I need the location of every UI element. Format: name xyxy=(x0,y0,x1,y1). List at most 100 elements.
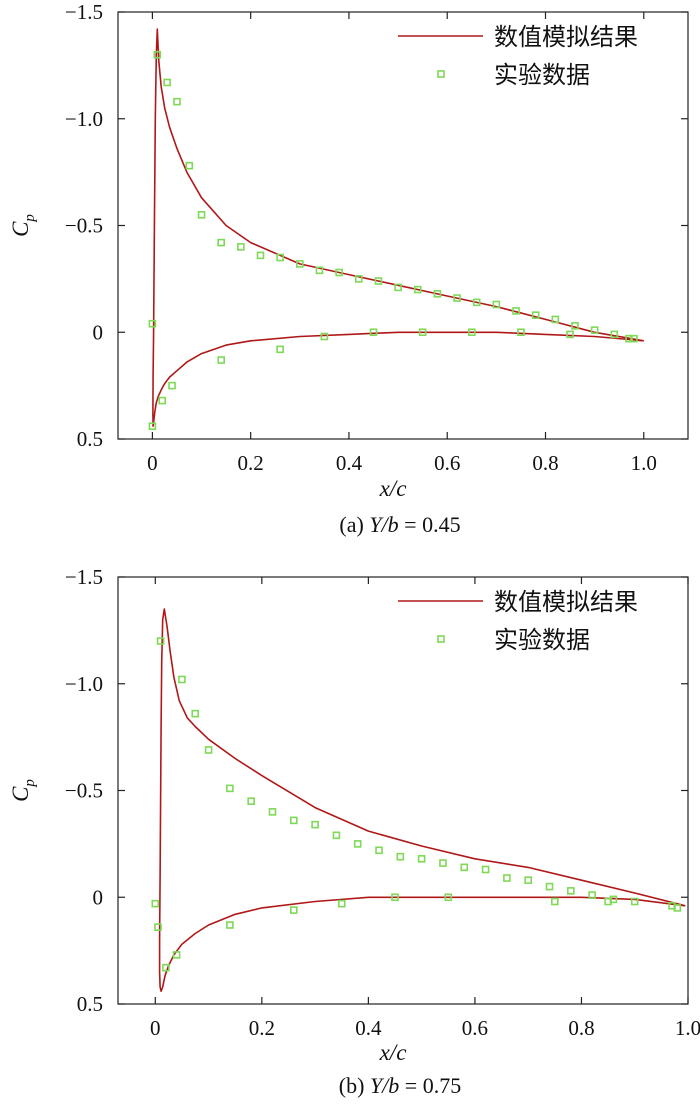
y-tick-label: −0.5 xyxy=(65,214,103,238)
caption-variable: Y/b xyxy=(370,1073,399,1098)
data-point-experiment xyxy=(289,906,298,914)
data-point-experiment xyxy=(315,266,324,275)
data-point-experiment xyxy=(247,797,255,805)
x-axis-label: x/c xyxy=(379,1040,407,1065)
data-point-experiment xyxy=(444,893,453,902)
data-point-experiment xyxy=(610,330,619,339)
data-point-experiment xyxy=(311,820,319,829)
data-point-experiment xyxy=(163,78,171,87)
data-point-experiment xyxy=(197,211,206,219)
y-tick-label: −0.5 xyxy=(65,779,103,803)
data-point-experiment xyxy=(374,277,383,285)
data-point-experiment xyxy=(503,874,511,882)
data-point-experiment xyxy=(588,891,596,899)
data-point-experiment xyxy=(148,422,157,430)
legend-label-simulation: 数值模拟结果 xyxy=(494,588,638,616)
data-point-experiment xyxy=(296,260,304,268)
data-point-experiment xyxy=(289,816,298,825)
y-tick-label: 0.5 xyxy=(77,427,103,451)
data-point-experiment xyxy=(417,855,426,863)
data-point-experiment xyxy=(492,300,501,309)
data-point-experiment xyxy=(168,381,176,390)
x-tick-label: 0 xyxy=(150,1016,161,1040)
data-point-experiment xyxy=(226,784,234,793)
x-tick-label: 0.4 xyxy=(336,451,363,475)
chart-panel-2: 0 0.2 0.4 0.6 0.8 1.0 −1.5 −1.0 −0.5 0 0.5 x/c Cp (b)… xyxy=(8,565,700,1098)
x-tick-label: 1.0 xyxy=(631,451,657,475)
data-point-experiment xyxy=(439,859,447,867)
data-point-experiment xyxy=(531,311,540,319)
y-tick-label: −1.0 xyxy=(65,672,103,696)
data-point-experiment xyxy=(472,298,481,307)
data-point-experiment xyxy=(153,50,162,59)
data-point-experiment xyxy=(204,746,213,754)
data-point-experiment xyxy=(185,161,194,170)
x-tick-label: 0.6 xyxy=(434,451,460,475)
y-tick-label: 0 xyxy=(93,885,104,909)
subplot-label: (a) xyxy=(339,512,369,537)
subplot-caption: (b) Y/b = 0.75 xyxy=(339,1073,461,1098)
data-point-experiment xyxy=(453,294,461,302)
legend-label-simulation: 数值模拟结果 xyxy=(494,23,638,51)
caption-value: = 0.45 xyxy=(399,512,461,537)
data-point-experiment xyxy=(191,709,200,718)
data-point-experiment xyxy=(369,328,378,337)
data-point-experiment xyxy=(375,846,383,855)
x-tick-label: 0.8 xyxy=(568,1016,594,1040)
data-point-experiment xyxy=(604,897,612,906)
data-point-experiment xyxy=(162,963,170,972)
data-point-experiment xyxy=(590,326,599,334)
data-point-experiment xyxy=(178,675,186,684)
x-tick-label: 0.2 xyxy=(249,1016,275,1040)
legend-label-experiment: 实验数据 xyxy=(494,626,590,654)
caption-value: = 0.75 xyxy=(399,1073,461,1098)
data-point-experiment xyxy=(524,876,532,884)
x-tick-label: 0 xyxy=(147,451,158,475)
data-point-experiment xyxy=(158,396,167,405)
data-point-experiment xyxy=(396,852,405,861)
caption-variable: Y/b xyxy=(369,512,398,537)
x-tick-label: 0.2 xyxy=(238,451,264,475)
subplot-label: (b) xyxy=(339,1073,370,1098)
legend-marker-swatch xyxy=(437,70,445,78)
data-point-experiment xyxy=(512,307,520,315)
x-tick-label: 0.6 xyxy=(462,1016,488,1040)
data-point-experiment xyxy=(630,334,638,343)
data-point-experiment xyxy=(156,637,165,645)
data-point-experiment xyxy=(173,97,181,106)
y-axis-label-subscript: p xyxy=(22,779,38,788)
data-point-experiment xyxy=(551,897,559,906)
data-point-experiment xyxy=(320,332,329,341)
y-axis-label-subscript: p xyxy=(22,214,38,223)
data-point-experiment xyxy=(154,923,162,931)
data-point-experiment xyxy=(335,268,343,277)
data-point-experiment xyxy=(332,831,341,840)
data-point-experiment xyxy=(337,899,346,908)
x-tick-label: 0.4 xyxy=(355,1016,382,1040)
data-point-experiment xyxy=(217,238,225,247)
data-point-experiment xyxy=(276,253,284,262)
data-point-experiment xyxy=(625,334,633,343)
series-line-simulation xyxy=(158,608,686,993)
data-point-experiment xyxy=(566,330,574,339)
data-point-experiment xyxy=(467,328,476,337)
data-point-experiment xyxy=(567,887,575,895)
data-point-experiment xyxy=(517,328,525,337)
legend-label-experiment: 实验数据 xyxy=(494,61,590,89)
x-tick-label: 1.0 xyxy=(675,1016,700,1040)
data-point-experiment xyxy=(433,290,442,298)
data-point-experiment xyxy=(256,251,265,260)
data-point-experiment xyxy=(394,283,402,292)
data-point-experiment xyxy=(481,865,490,874)
data-point-experiment xyxy=(217,356,225,364)
data-point-experiment xyxy=(353,840,362,848)
data-point-experiment xyxy=(354,275,363,283)
y-axis-label: Cp xyxy=(8,779,38,802)
data-point-experiment xyxy=(413,285,422,294)
data-point-experiment xyxy=(151,899,160,908)
y-axis-label: Cp xyxy=(8,214,38,237)
x-tick-label: 0.8 xyxy=(532,451,558,475)
y-tick-label: −1.5 xyxy=(65,0,103,24)
data-point-experiment xyxy=(418,328,427,337)
